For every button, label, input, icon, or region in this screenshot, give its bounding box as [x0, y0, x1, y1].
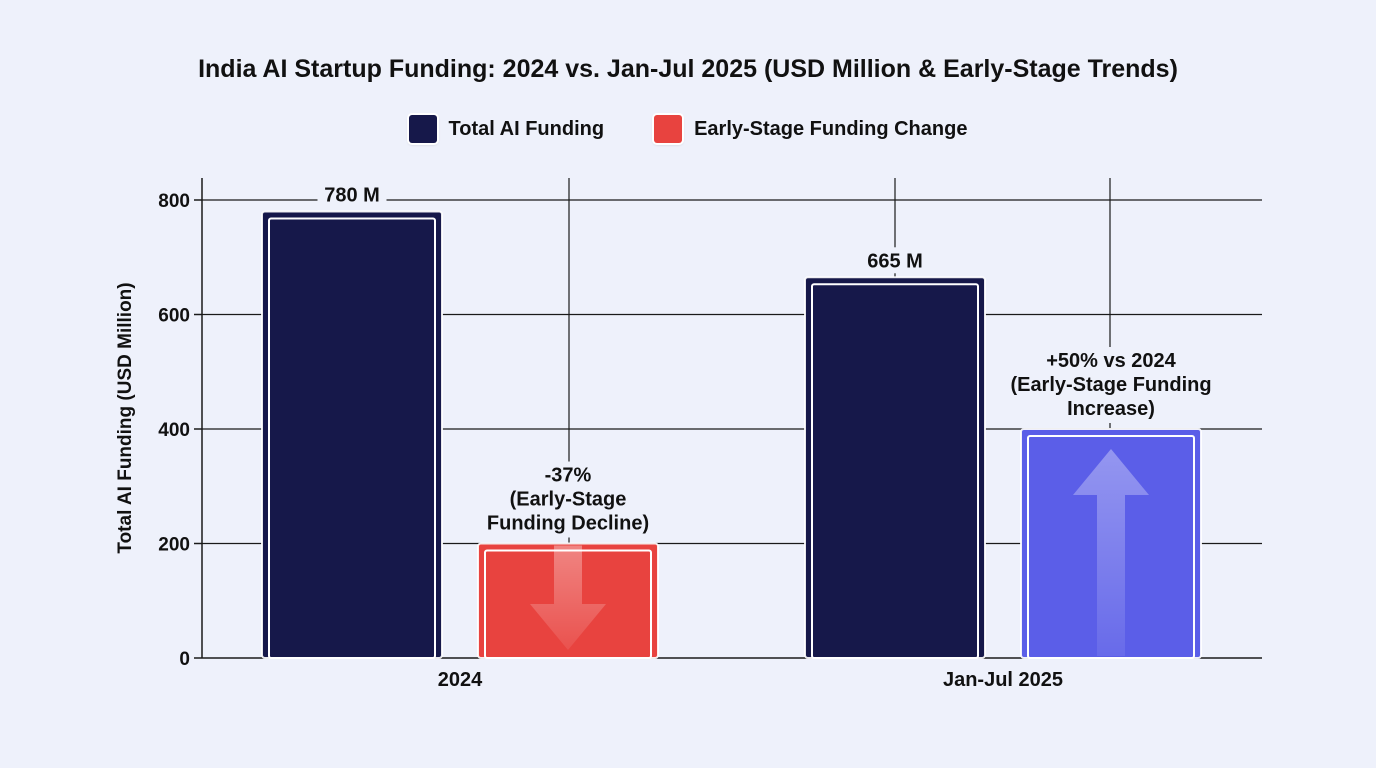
annotation-text: (Early-Stage Funding	[1010, 374, 1211, 396]
data-label-bg	[317, 181, 387, 208]
chart-title: India AI Startup Funding: 2024 vs. Jan-J…	[198, 55, 1178, 83]
y-tick-label: 600	[158, 306, 190, 327]
annotation-text: Increase)	[1067, 398, 1155, 420]
legend-swatch-early-stage	[654, 115, 683, 143]
bar	[261, 210, 443, 659]
x-tick-label: 2024	[438, 669, 483, 691]
legend-item-early-stage: Early-Stage Funding Change	[654, 115, 967, 143]
y-tick-label: 200	[158, 535, 190, 556]
legend-item-total: Total AI Funding	[408, 115, 605, 143]
bar-inner-border	[268, 217, 436, 659]
legend-label-total: Total AI Funding	[448, 117, 605, 140]
legend-label-early-stage: Early-Stage Funding Change	[694, 117, 968, 140]
data-label-bg	[860, 247, 930, 274]
y-tick-label: 0	[179, 649, 190, 670]
annotation-text: (Early-Stage	[510, 489, 627, 511]
y-tick-label: 800	[158, 191, 190, 212]
annotation-text: +50% vs 2024	[1046, 350, 1176, 372]
y-tick-label: 400	[158, 420, 190, 441]
annotation-text: -37%	[545, 465, 592, 487]
bar-inner-border	[1027, 435, 1195, 659]
bar-inner-border	[811, 283, 979, 659]
arrow-down-icon	[530, 545, 606, 650]
annotation-text: Funding Decline)	[487, 513, 649, 535]
legend-swatch-total	[408, 115, 437, 143]
data-label: 665 M	[867, 250, 923, 272]
annotation-bg	[997, 347, 1225, 423]
arrow-up-icon	[1073, 449, 1149, 656]
chart-legend: Total AI Funding Early-Stage Funding Cha…	[0, 115, 1376, 143]
x-tick-label: Jan-Jul 2025	[943, 669, 1063, 691]
annotation-bg	[476, 461, 660, 538]
bar	[804, 276, 986, 659]
data-label: 780 M	[324, 184, 380, 206]
